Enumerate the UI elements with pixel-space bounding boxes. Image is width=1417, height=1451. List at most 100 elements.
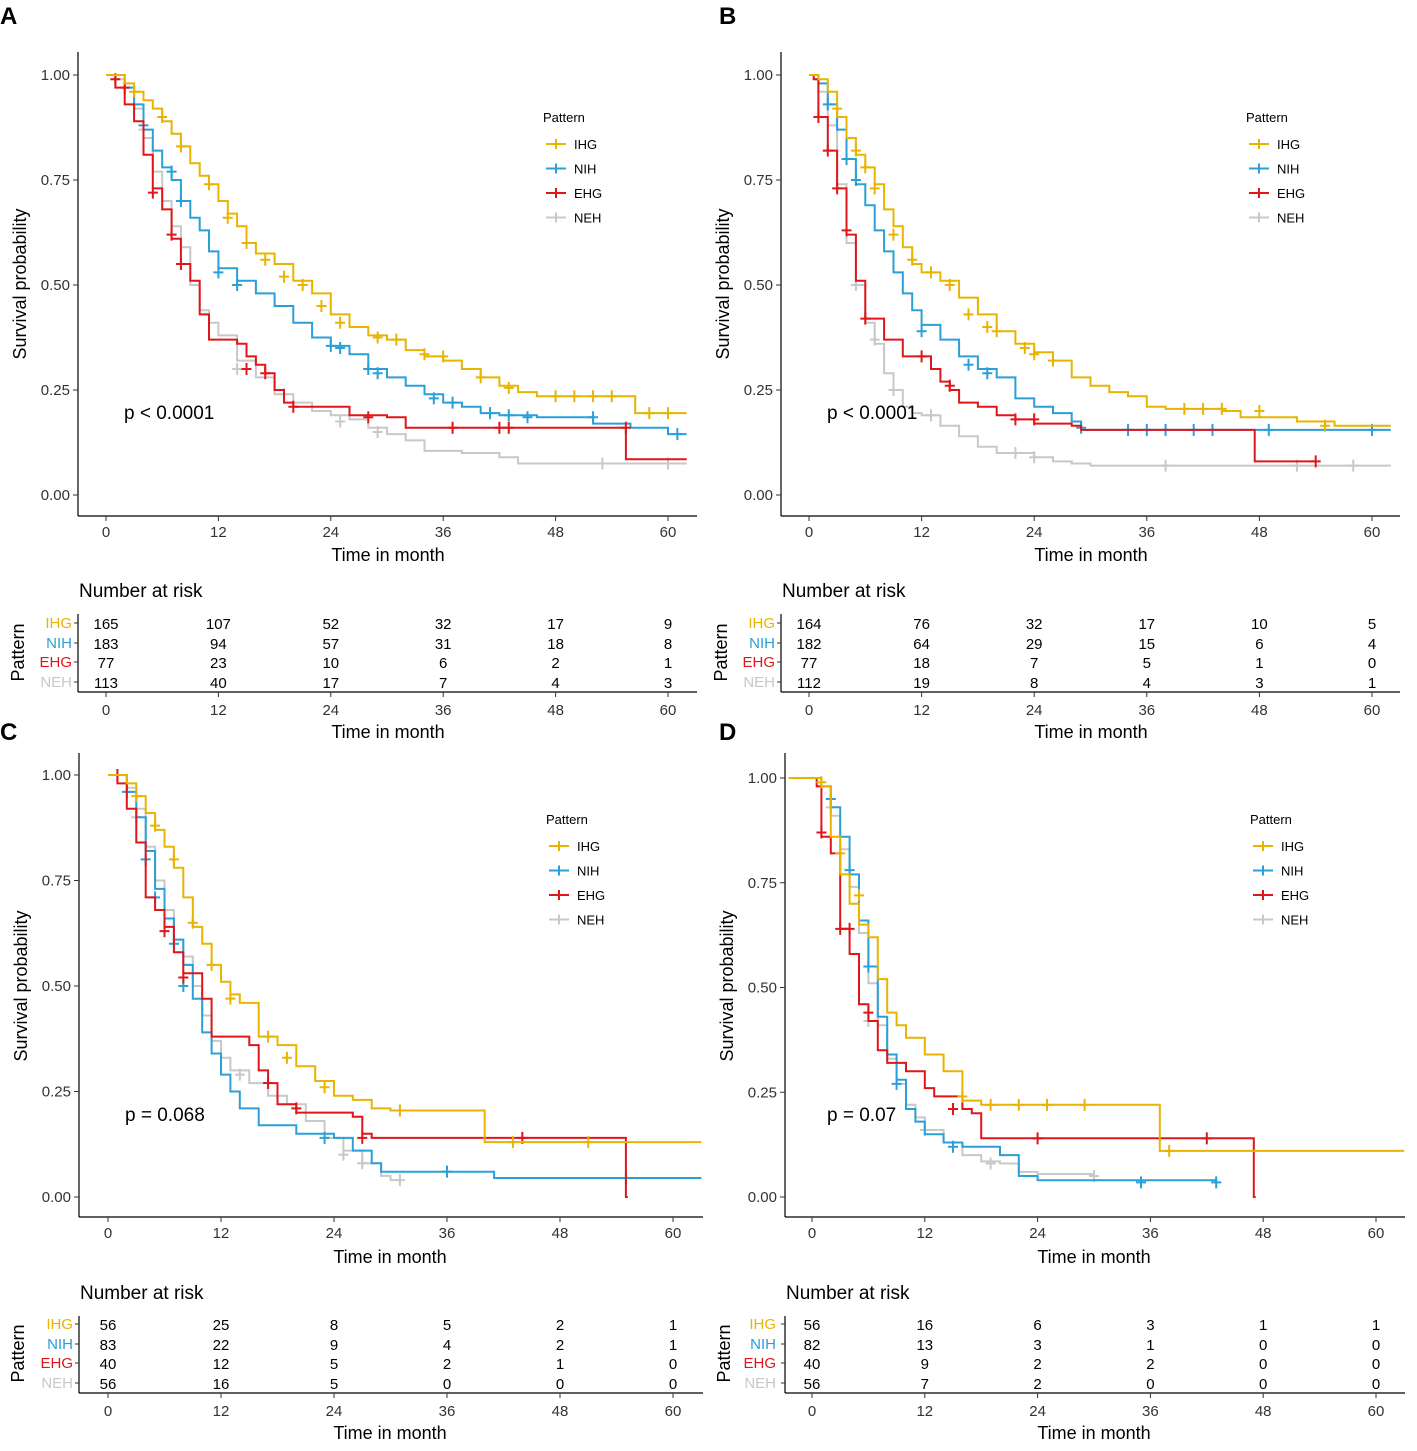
censor-mark-ehg [263,1077,274,1090]
legend-label-ehg: EHG [577,888,605,903]
risk-count: 0 [1372,1337,1380,1354]
censor-mark-nih [1211,1176,1222,1189]
x-axis-title: Time in month [333,1247,446,1267]
legend-marker-ihg [1254,139,1264,149]
x-tick-label: 0 [805,524,813,541]
x-tick-label: 48 [552,1225,569,1242]
risk-count: 0 [443,1376,451,1393]
censor-mark-ihg [907,253,918,266]
x-tick-label: 0 [102,524,110,541]
censor-mark-ihg [419,348,430,361]
censor-mark-ihg [925,266,936,279]
risk-count: 16 [213,1376,230,1393]
censor-mark-ehg [503,421,514,434]
x-tick-label: 0 [808,1225,816,1242]
legend-marker-nih [1254,163,1264,174]
censor-mark-ehg [291,1102,302,1115]
panel-c: C0.000.250.500.751.000 12 24 36 48 60Survival… [0,719,703,1443]
censor-mark-ehg [1029,413,1040,426]
censor-mark-ihg [1320,419,1331,432]
censor-mark-ihg [854,889,864,902]
censor-mark-ihg [316,300,327,312]
censor-mark-ihg [319,1081,330,1094]
risk-count: 3 [1146,1317,1154,1334]
risk-count: 56 [100,1376,117,1393]
legend-marker-ehg [1254,188,1264,198]
risk-group-label-neh: NEH [743,674,775,691]
risk-count: 0 [1372,1376,1380,1393]
censor-mark-nih [503,409,514,422]
x-tick-label: 48 [547,524,564,541]
risk-group-label-ihg: IHG [749,1316,776,1333]
legend-marker-neh [1258,914,1268,925]
risk-count: 5 [1368,616,1376,633]
censor-mark-ehg [620,421,631,434]
censor-mark-neh [597,457,608,470]
censor-mark-ihg [888,228,899,241]
risk-x-tick-label: 24 [1026,702,1043,719]
censor-mark-ihg [985,1098,996,1111]
censor-mark-neh [1010,447,1021,459]
risk-count: 3 [1033,1337,1041,1354]
risk-count: 2 [556,1337,564,1354]
legend-marker-neh [1254,212,1264,223]
censor-mark-ihg [150,819,161,832]
censor-mark-ihg [222,211,233,224]
risk-count: 82 [804,1337,821,1354]
censor-mark-ehg [822,144,833,157]
y-tick-label: 0.25 [748,1084,777,1101]
censor-mark-ehg [178,971,189,984]
censor-mark-nih [485,407,496,420]
risk-group-label-nih: NIH [749,635,775,652]
risk-x-tick-label: 60 [1368,1403,1385,1420]
censor-mark-nih [232,279,243,291]
risk-count: 5 [1143,655,1151,672]
risk-count: 31 [435,636,452,653]
y-tick-label: 0.00 [748,1189,777,1206]
y-tick-label: 0.75 [42,873,71,890]
censor-mark-ihg [1019,342,1030,354]
censor-mark-nih [1263,423,1274,436]
risk-table-title: Number at risk [782,581,906,602]
risk-count: 32 [435,616,452,633]
risk-count: 4 [1368,636,1376,653]
risk-count: 113 [94,675,118,692]
risk-x-tick-label: 0 [104,1403,112,1420]
risk-group-label-ehg: EHG [743,1355,776,1372]
risk-count: 1 [1368,675,1376,692]
risk-count: 2 [551,655,559,672]
panel-d: D0.000.250.500.751.000 12 24 36 48 60Survival… [714,719,1405,1443]
censor-mark-ihg [644,407,655,420]
censor-mark-neh [394,1174,405,1187]
censor-mark-ehg [841,224,852,237]
risk-count: 6 [1033,1317,1041,1334]
risk-count: 0 [556,1376,564,1393]
censor-mark-nih [442,1165,452,1178]
censor-mark-ihg [963,308,974,321]
censor-mark-nih [672,428,683,441]
risk-group-label-neh: NEH [40,674,72,691]
risk-count: 7 [921,1376,929,1393]
risk-x-tick-label: 60 [1364,702,1381,719]
risk-count: 18 [913,655,930,672]
legend-label-ihg: IHG [574,137,597,152]
x-axis-title: Time in month [331,545,444,565]
censor-mark-ehg [835,922,846,935]
risk-x-tick-label: 36 [1142,1403,1159,1420]
censor-mark-ihg [1216,402,1227,415]
censor-mark-ehg [816,826,827,839]
risk-x-tick-label: 48 [1251,702,1268,719]
risk-x-tick-label: 24 [322,702,339,719]
censor-mark-neh [1348,459,1359,472]
risk-count: 6 [439,655,447,672]
risk-count: 64 [913,636,930,653]
censor-mark-ihg [588,390,599,403]
censor-mark-ehg [813,111,824,123]
panel-letter: C [0,719,17,746]
y-tick-label: 0.50 [42,978,71,995]
censor-mark-ihg [1013,1098,1024,1111]
censor-mark-ihg [583,1136,594,1149]
censor-mark-nih [335,342,346,354]
risk-x-tick-label: 0 [805,702,813,719]
